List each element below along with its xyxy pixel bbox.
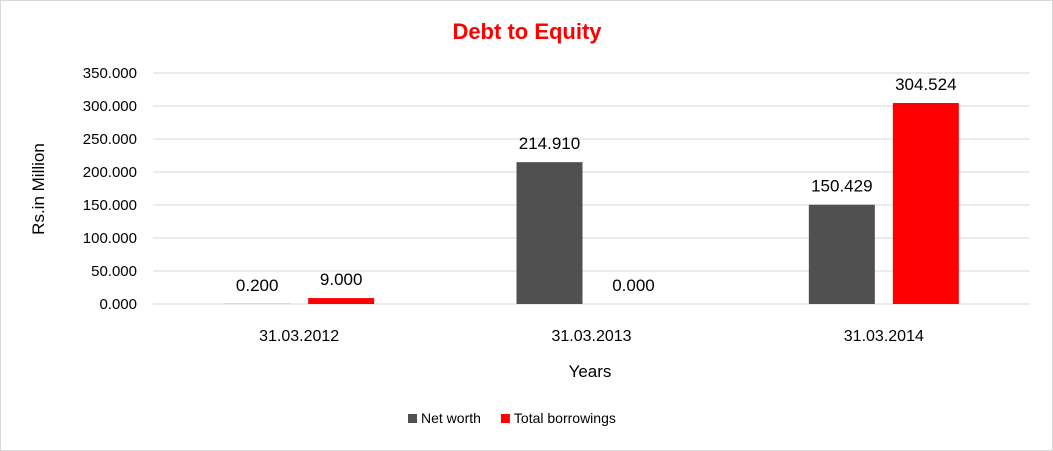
y-tick-label: 300.000 [83,98,137,115]
legend-label: Total borrowings [514,410,616,426]
data-label: 0.000 [612,276,655,295]
data-label: 9.000 [320,270,363,289]
x-tick-label: 31.03.2013 [551,328,631,345]
legend-swatch [408,414,417,423]
data-label: 214.910 [519,134,580,153]
legend-label: Net worth [421,410,481,426]
y-tick-label: 150.000 [83,197,137,214]
bar [892,103,959,304]
y-tick-label: 50.000 [91,263,137,280]
data-label: 150.429 [811,177,872,196]
y-tick-label: 200.000 [83,164,137,181]
data-labels: 0.200 9.000 214.910 0.000 150.429 304.524 [236,75,957,295]
x-axis-title: Years [569,362,612,381]
data-label: 0.200 [236,276,279,295]
y-axis-ticks: 0.000 50.000 100.000 150.000 200.000 250.000 3… [83,65,137,313]
gridlines [153,72,1030,305]
y-tick-label: 250.000 [83,131,137,148]
legend: Net worth Total borrowings [408,410,616,426]
bar [516,162,583,304]
bar [808,204,875,304]
y-tick-label: 0.000 [99,296,137,313]
y-axis-title: Rs.in Million [29,143,48,235]
chart-title: Debt to Equity [452,19,602,44]
bars [224,103,959,304]
legend-swatch [500,414,510,423]
y-tick-label: 100.000 [83,230,137,247]
y-tick-label: 350.000 [83,65,137,82]
x-tick-label: 31.03.2012 [259,328,339,345]
bar [308,298,375,304]
x-tick-label: 31.03.2014 [844,328,924,345]
x-axis-ticks: 31.03.2012 31.03.2013 31.03.2014 [259,328,924,345]
data-label: 304.524 [895,75,956,94]
